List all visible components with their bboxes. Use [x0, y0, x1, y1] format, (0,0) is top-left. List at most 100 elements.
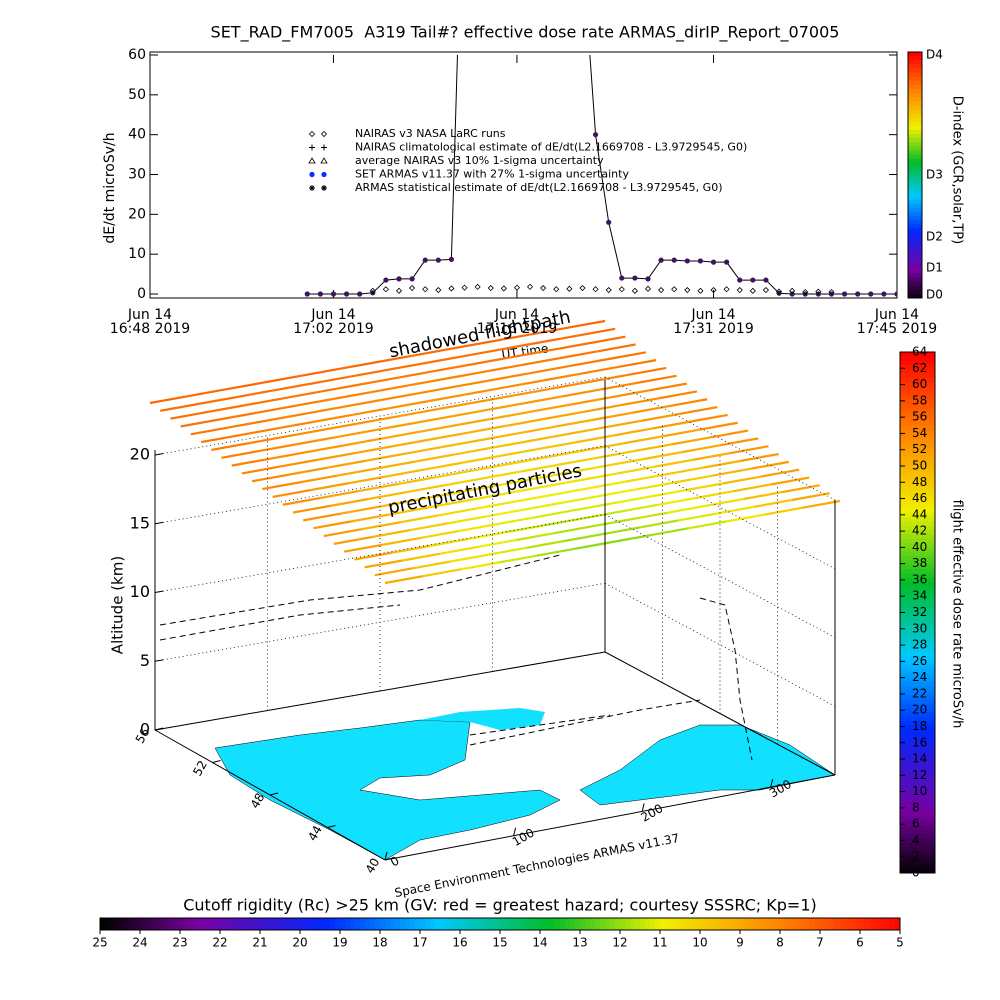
colorbar-segment	[908, 293, 922, 299]
colorbar-segment	[185, 918, 191, 930]
colorbar-segment	[260, 918, 266, 930]
colorbar-segment	[690, 918, 696, 930]
lat-tick-label: 44	[305, 823, 325, 843]
colorbar-segment	[710, 918, 716, 930]
colorbar-tick-label: 42	[912, 524, 927, 538]
stripe	[266, 412, 305, 422]
colorbar-segment	[900, 525, 935, 531]
colorbar-tick-label: 19	[332, 936, 347, 950]
point	[422, 286, 429, 293]
lat-tick-label: 56	[133, 726, 153, 746]
colorbar-segment	[908, 93, 922, 98]
colorbar-segment	[775, 918, 781, 930]
stripe	[791, 492, 830, 502]
stripe	[699, 421, 739, 431]
stripe	[321, 383, 361, 393]
stripe	[661, 428, 701, 438]
stripe	[566, 319, 606, 329]
stripe	[575, 434, 615, 444]
point	[710, 286, 717, 294]
point	[724, 259, 730, 265]
stripe	[712, 467, 752, 477]
colorbar-segment	[908, 64, 922, 69]
point	[775, 288, 783, 295]
colorbar-segment	[300, 918, 306, 930]
stripe	[553, 525, 593, 535]
colorbar-segment	[900, 690, 935, 696]
colorbar-segment	[900, 660, 935, 666]
colorbar-segment	[908, 166, 922, 172]
colorbar-segment	[900, 616, 935, 622]
legend-label: ARMAS statistical estimate of dE/dt(L2.1…	[355, 181, 722, 194]
colorbar-segment	[908, 109, 922, 114]
stripe	[549, 342, 588, 352]
stripe	[314, 413, 353, 423]
colorbar-segment	[890, 918, 896, 930]
colorbar-tick-label: 7	[816, 936, 824, 950]
colorbar-segment	[220, 918, 226, 930]
colorbar-segment	[355, 918, 361, 930]
stripe	[473, 356, 512, 366]
colorbar-segment	[900, 551, 935, 557]
colorbar-segment	[335, 918, 341, 930]
stripe	[620, 397, 660, 407]
colorbar-segment	[900, 838, 935, 844]
stripe	[657, 496, 696, 506]
colorbar-segment	[695, 918, 701, 930]
stripe	[359, 376, 399, 386]
colorbar-segment	[320, 918, 326, 930]
stripe	[733, 483, 772, 493]
colorbar-segment	[510, 918, 516, 930]
stripe	[384, 575, 424, 585]
colorbar-segment	[908, 52, 922, 57]
colorbar-segment	[900, 538, 935, 544]
stripe	[763, 506, 803, 516]
colorbar-segment	[595, 918, 601, 930]
stripe	[301, 367, 340, 377]
stripe	[552, 380, 591, 390]
stripe	[397, 369, 437, 379]
colorbar-segment	[900, 486, 935, 492]
stripe	[607, 351, 647, 361]
legend-label: average NAIRAS v3 10% 1-sigma uncertaint…	[355, 154, 604, 167]
stripe	[623, 435, 663, 445]
stripe	[664, 466, 704, 476]
point	[645, 276, 651, 282]
stripe	[562, 388, 601, 398]
colorbar-tick-label: 44	[912, 507, 927, 521]
colorbar-segment	[675, 918, 681, 930]
stripe	[362, 414, 402, 424]
grid-line	[154, 514, 606, 593]
colorbar-segment	[895, 918, 901, 930]
colorbar-segment	[908, 170, 922, 176]
stripe	[256, 404, 295, 414]
stripe	[371, 529, 410, 539]
colorbar-segment	[908, 121, 922, 127]
point	[606, 219, 612, 225]
point	[330, 291, 337, 297]
colorbar-segment	[900, 495, 935, 501]
x-tick-label: Jun 14	[127, 307, 172, 323]
point	[382, 286, 389, 293]
colorbar-segment	[900, 773, 935, 778]
point	[737, 277, 743, 283]
colorbar-segment	[900, 846, 935, 852]
point	[526, 283, 534, 290]
colorbar-segment	[815, 918, 821, 930]
colorbar-segment	[900, 360, 935, 366]
colorbar-tick-label: 5	[896, 936, 904, 950]
stripe	[674, 474, 714, 484]
stripe	[654, 458, 693, 468]
stripe	[419, 530, 459, 540]
stripe	[272, 488, 311, 498]
colorbar-segment	[908, 146, 922, 151]
colorbar-segment	[385, 918, 391, 930]
stripe	[282, 496, 321, 506]
stripe	[640, 519, 679, 529]
colorbar-segment	[575, 918, 581, 930]
colorbar-segment	[900, 425, 935, 431]
point	[592, 132, 599, 138]
colorbar-segment	[310, 918, 316, 930]
colorbar-segment	[900, 747, 935, 752]
point	[304, 291, 310, 297]
